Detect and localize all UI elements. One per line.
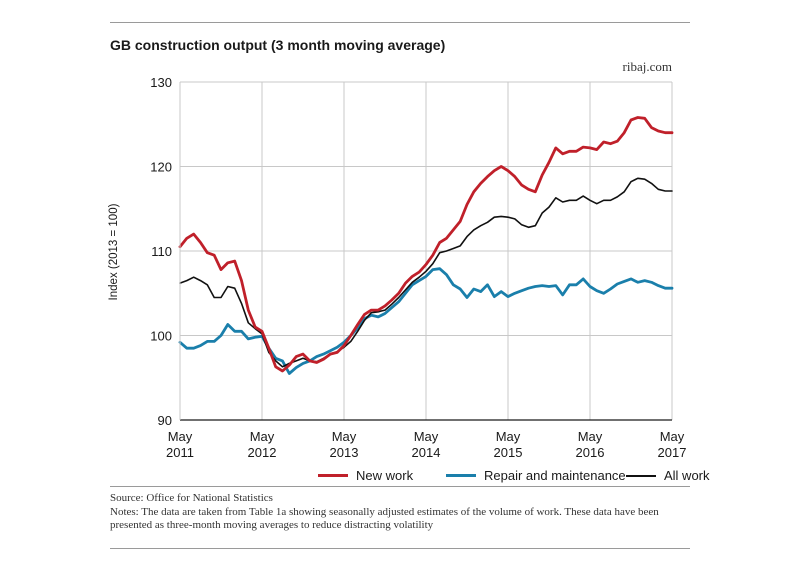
x-tick-label-month: May [496,429,521,444]
tick-labels: May2011May2012May2013May2014May2015May20… [150,75,686,460]
top-rule [110,22,690,23]
legend-swatch [446,474,476,477]
grid-lines [179,81,673,420]
x-tick-label-month: May [168,429,193,444]
axes [179,82,672,421]
y-tick-label: 120 [150,160,172,175]
legend-item-repair-and-maintenance: Repair and maintenance [446,468,626,483]
x-tick-label-month: May [414,429,439,444]
x-tick-label-year: 2015 [494,445,523,460]
series-line-repair-and-maintenance [178,267,674,375]
x-tick-label-month: May [332,429,357,444]
x-tick-label-year: 2013 [330,445,359,460]
x-tick-label-month: May [578,429,603,444]
legend-swatch [318,474,348,477]
series-line-new-work [178,116,674,373]
legend-item-new-work: New work [318,468,413,483]
y-tick-label: 100 [150,329,172,344]
y-tick-label: 90 [158,413,172,428]
x-tick-label-year: 2016 [576,445,605,460]
footer-rule [110,486,690,487]
source-note: Source: Office for National Statistics [110,492,273,504]
legend-label: New work [356,468,414,483]
legend-item-all-work: All work [626,468,710,483]
bottom-rule [110,548,690,549]
x-tick-label-month: May [660,429,685,444]
x-tick-label-year: 2014 [412,445,441,460]
x-tick-label-year: 2017 [658,445,687,460]
y-tick-label: 130 [150,75,172,90]
legend-label: Repair and maintenance [484,468,626,483]
series-lines [178,116,674,375]
y-tick-label: 110 [151,244,172,259]
x-tick-label-month: May [250,429,275,444]
legend-swatch [626,474,656,477]
x-tick-label-year: 2012 [248,445,277,460]
chart-title: GB construction output (3 month moving a… [110,37,446,53]
legend-label: All work [664,468,710,483]
brand-label: ribaj.com [622,59,672,74]
legend: New work Repair and maintenance All work [0,468,800,486]
x-tick-label-year: 2011 [166,445,194,460]
methodology-note: Notes: The data are taken from Table 1a … [110,505,659,532]
footer-notes: Source: Office for National Statistics N… [110,492,700,533]
